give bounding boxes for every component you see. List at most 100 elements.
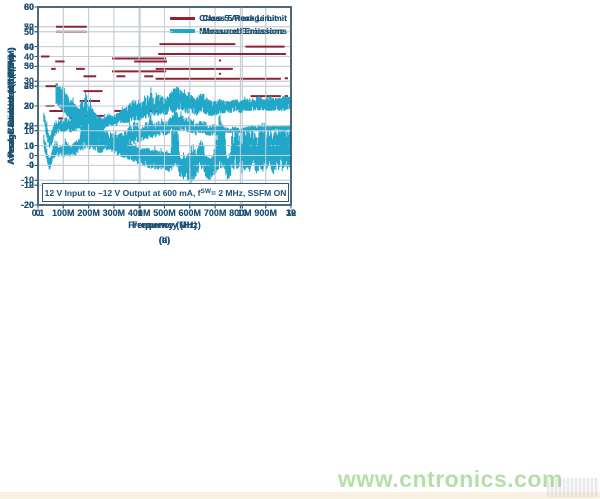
y-tick-label: 40	[23, 51, 34, 62]
x-tick-label: 30	[285, 208, 296, 218]
y-tick-label: 4	[28, 140, 34, 151]
note-text: = 2 MHz, SSFM ON	[211, 187, 287, 198]
y-tick-label: 60	[23, 2, 34, 12]
x-tick-label: 500M	[153, 208, 176, 218]
y-tick-label: 50	[23, 26, 34, 37]
x-tick-label: 500M	[153, 208, 176, 218]
y-tick-label: 30	[23, 101, 34, 111]
y-tick-label: 20	[23, 101, 34, 111]
y-tick-label: -20	[20, 200, 34, 210]
chart-caption: (a)	[159, 235, 170, 245]
x-tick-label: 1k	[285, 208, 296, 218]
x-tick-label: 600M	[178, 208, 202, 218]
y-tick-label: 0	[28, 150, 34, 161]
x-tick-label: 800M	[229, 208, 252, 218]
x-tick-label: 300M	[102, 208, 126, 218]
legend-limit-label: Class 5 Peak Limit	[202, 13, 278, 23]
x-tick-label: 400M	[127, 208, 151, 218]
x-tick-label: 1	[137, 208, 143, 218]
chart-caption: (d)	[158, 235, 171, 245]
y-tick-label: 40	[23, 81, 34, 92]
y-tick-label: 20	[23, 101, 34, 111]
y-tick-label: 10	[23, 125, 34, 136]
y-tick-label: 70	[23, 21, 34, 32]
chart-d-peak-radiated: 60 50 40 30 20 10 0 -10 -20 0 100M 200M 300M 400M 500M…	[0, 0, 300, 249]
legend-limit-label: Class 5 Peak Limit	[202, 13, 278, 23]
x-tick-label: 700M	[203, 208, 227, 218]
watermark-badge	[547, 478, 599, 497]
legend-measured-label: Measured Emissions	[202, 26, 287, 36]
y-tick-label: 10	[23, 125, 34, 136]
x-tick-label: 200M	[77, 208, 100, 218]
y-tick-label: 60	[23, 41, 34, 52]
legend-item-limit: Class 5 Peak Limit	[173, 13, 287, 23]
x-tick-label: 200M	[77, 208, 100, 218]
y-tick-label: 10	[23, 140, 34, 151]
x-tick-label: 400M	[127, 208, 151, 218]
chart-d-plot-canvas	[34, 6, 292, 209]
legend-item-measured: Measured Emissions	[173, 26, 287, 36]
x-tick-label: 1	[137, 208, 143, 218]
y-tick-label: 44	[23, 41, 34, 52]
x-tick-label: 300M	[102, 208, 126, 218]
y-tick-label: 40	[23, 51, 34, 62]
x-tick-label: 30	[285, 208, 296, 218]
y-tick-label: 20	[23, 120, 34, 131]
y-tick-label: -10	[20, 180, 34, 191]
x-tick-label: 100M	[52, 208, 75, 218]
y-tick-label: 36	[23, 61, 34, 72]
page-bottom-strip	[0, 492, 600, 499]
x-tick-label: 600M	[178, 208, 202, 218]
x-tick-label: 0.1	[31, 208, 45, 218]
measured-line-swatch-icon	[173, 29, 196, 33]
legend-limit-label: Class 5 Average Limit	[199, 13, 287, 23]
y-tick-label: -10	[20, 175, 34, 186]
legend: Class 5 Peak Limit Measured Emissions	[173, 13, 287, 36]
y-tick-label: 12	[23, 120, 34, 131]
limit-line-swatch-icon	[173, 16, 196, 20]
y-tick-label: 60	[23, 2, 34, 12]
x-axis-label: Frequency (Hz)	[131, 220, 197, 230]
x-tick-label: 700M	[203, 208, 227, 218]
x-tick-label: 10	[237, 208, 248, 218]
legend-measured-label: Measured Emissions	[199, 26, 284, 36]
site-watermark: www.cntronics.com	[338, 466, 563, 492]
y-axis-label: Peak Radiated (dBµV/m)	[6, 54, 16, 158]
y-tick-label: 20	[23, 101, 34, 111]
legend-limit-label: Class 5 Average Limit	[199, 13, 287, 23]
y-tick-label: 50	[23, 61, 34, 72]
x-tick-label: 100M	[52, 208, 75, 218]
y-tick-label: 0	[28, 150, 34, 161]
legend-measured-label: Measured Emissions	[199, 26, 284, 36]
note-subscript: SW	[200, 188, 211, 196]
y-tick-label: 30	[23, 76, 34, 87]
x-axis-label: Frequency (Hz)	[131, 220, 197, 230]
legend-measured-label: Measured Emissions	[202, 26, 287, 36]
y-tick-label: -20	[20, 200, 34, 210]
x-tick-label: 800M	[229, 208, 252, 218]
x-axis-label: Frequency (MHz)	[128, 220, 201, 230]
y-tick-label: 50	[23, 26, 34, 37]
y-tick-label: -4	[25, 160, 34, 171]
chart-caption: (b)	[158, 235, 171, 245]
x-tick-label: 1k	[285, 208, 296, 218]
y-tick-label: -12	[20, 180, 34, 191]
x-tick-label: 10	[237, 208, 248, 218]
x-tick-label: 0	[35, 208, 41, 218]
y-tick-label: -10	[20, 175, 34, 186]
y-tick-label: -20	[20, 200, 34, 210]
y-tick-label: 30	[23, 76, 34, 87]
y-tick-label: 0	[28, 160, 34, 171]
y-tick-label: 28	[23, 81, 34, 92]
x-tick-label: 0.1	[31, 208, 45, 218]
y-tick-label: -20	[20, 200, 34, 210]
note-text: 12 V Input to –12 V Output at 600 mA, f	[44, 187, 201, 198]
x-tick-label: 900M	[254, 208, 277, 218]
x-tick-label: 0	[35, 208, 41, 218]
chart-caption: (c)	[159, 235, 170, 245]
y-tick-label: 80	[23, 2, 34, 12]
x-axis-label: Frequency (MHz)	[128, 220, 201, 230]
y-tick-label: 52	[23, 21, 34, 32]
